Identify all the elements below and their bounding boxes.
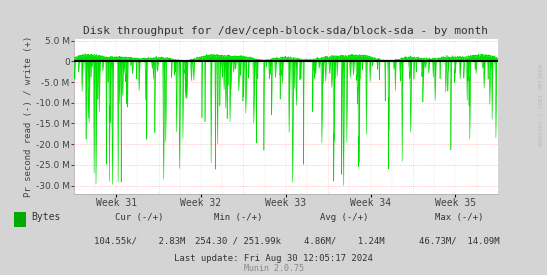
Text: 46.73M/  14.09M: 46.73M/ 14.09M bbox=[419, 236, 500, 245]
Text: Cur (-/+): Cur (-/+) bbox=[115, 213, 164, 222]
Y-axis label: Pr second read (-) / write (+): Pr second read (-) / write (+) bbox=[24, 35, 33, 197]
Text: Last update: Fri Aug 30 12:05:17 2024: Last update: Fri Aug 30 12:05:17 2024 bbox=[174, 254, 373, 263]
Text: Max (-/+): Max (-/+) bbox=[435, 213, 484, 222]
Text: Munin 2.0.75: Munin 2.0.75 bbox=[243, 264, 304, 273]
Text: 4.86M/    1.24M: 4.86M/ 1.24M bbox=[304, 236, 385, 245]
Text: RRDTOOL / TOBI OETIKER: RRDTOOL / TOBI OETIKER bbox=[538, 63, 543, 146]
Text: Bytes: Bytes bbox=[32, 212, 61, 222]
Text: 104.55k/    2.83M: 104.55k/ 2.83M bbox=[94, 236, 185, 245]
Text: Avg (-/+): Avg (-/+) bbox=[321, 213, 369, 222]
Text: 254.30 / 251.99k: 254.30 / 251.99k bbox=[195, 236, 281, 245]
Title: Disk throughput for /dev/ceph-block-sda/block-sda - by month: Disk throughput for /dev/ceph-block-sda/… bbox=[83, 26, 488, 36]
Text: Min (-/+): Min (-/+) bbox=[214, 213, 262, 222]
